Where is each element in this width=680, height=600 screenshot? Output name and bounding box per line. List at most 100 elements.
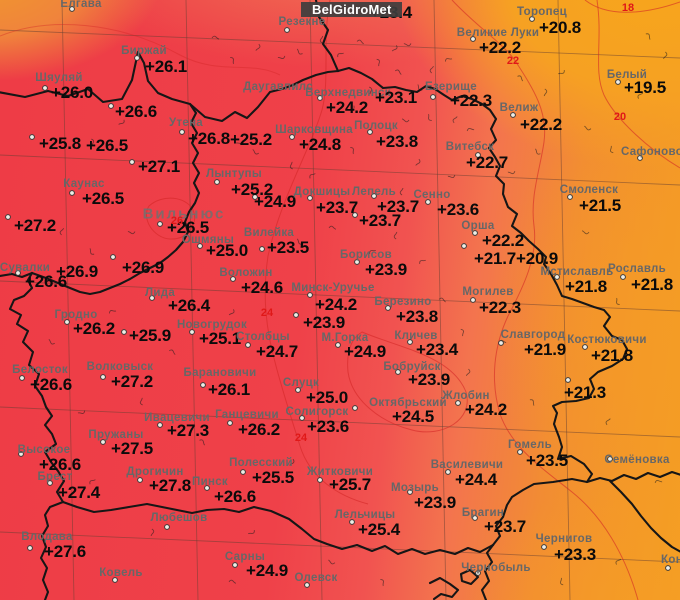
watermark-label: BelGidroMet [301,2,403,17]
station-dot [137,477,143,483]
terrain-mark [391,45,398,52]
terrain-mark [444,58,453,62]
station-dot [19,375,25,381]
station-dot [252,194,258,200]
station-dot [5,214,11,220]
station-dot [164,524,170,530]
station-dot [385,305,391,311]
station-dot [335,342,341,348]
terrain-mark [350,147,354,155]
station-dot [475,570,481,576]
station-dot [42,85,48,91]
station-dot [517,449,523,455]
terrain-mark [658,85,667,89]
terrain-mark [296,238,303,245]
station-dot [371,193,377,199]
station-dot [554,274,560,280]
terrain-mark [429,66,434,74]
terrain-mark [447,174,456,179]
station-dot [565,377,571,383]
terrain-mark [108,310,117,314]
station-dot [354,259,360,265]
station-dot [157,221,163,227]
terrain-mark [228,309,235,316]
terrain-mark [255,43,261,51]
station-dot [307,292,313,298]
station-dot [100,439,106,445]
station-dot [284,27,290,33]
terrain-mark [615,558,622,565]
station-dot [100,374,106,380]
terrain-mark [559,577,564,586]
station-dot [498,340,504,346]
terrain-mark [59,228,64,236]
terrain-mark [289,161,293,170]
station-dot [317,477,323,483]
station-dot [27,545,33,551]
terrain-mark [252,149,260,155]
terrain-mark [517,75,524,82]
station-dot [541,544,547,550]
terrain-mark [584,125,592,131]
station-dot [112,577,118,583]
station-dot [367,129,373,135]
station-dot [529,16,535,22]
terrain-mark [337,52,344,58]
terrain-mark [610,145,614,154]
station-dot [607,456,613,462]
terrain-mark [376,58,380,67]
terrain-mark [394,69,402,75]
station-dots [5,6,671,588]
terrain-mark [399,187,404,196]
terrain-mark [637,92,644,99]
station-dot [472,230,478,236]
terrain-mark [228,579,237,584]
station-dot [200,382,206,388]
terrain-mark [605,418,611,426]
terrain-mark [466,127,475,132]
station-dot [15,270,21,276]
terrain-mark [296,48,303,55]
border-ukraine-russia-southeast [608,479,680,553]
terrain-mark [543,88,548,97]
terrain-mark [277,55,286,60]
terrain-mark [127,231,136,235]
station-dot [157,422,163,428]
station-dot [307,195,313,201]
terrain-marks [48,33,668,587]
station-dot [108,103,114,109]
terrain-mark [452,116,458,124]
terrain-mark [247,530,255,535]
station-dot [317,95,323,101]
station-dot [214,179,220,185]
terrain-mark [535,148,541,155]
terrain-mark [348,105,355,111]
station-dot [69,6,75,12]
terrain-mark [319,35,324,44]
station-dot [232,562,238,568]
terrain-mark [328,225,337,230]
station-dot [204,485,210,491]
station-dot [230,276,236,282]
terrain-mark [419,259,426,264]
station-dot [665,565,671,571]
terrain-mark [48,338,55,345]
station-dot [149,295,155,301]
terrain-mark [558,69,565,75]
station-dot [304,582,310,588]
terrain-mark [356,39,364,45]
border-lithuania-belarus [30,102,201,296]
terrain-mark [309,173,316,179]
station-dot [615,79,621,85]
border-belarus-poland [8,271,66,504]
station-dot [395,369,401,375]
terrain-mark [230,57,234,65]
terrain-mark [663,51,668,59]
station-dot [227,420,233,426]
station-dot [110,254,116,260]
station-dot [129,159,135,165]
